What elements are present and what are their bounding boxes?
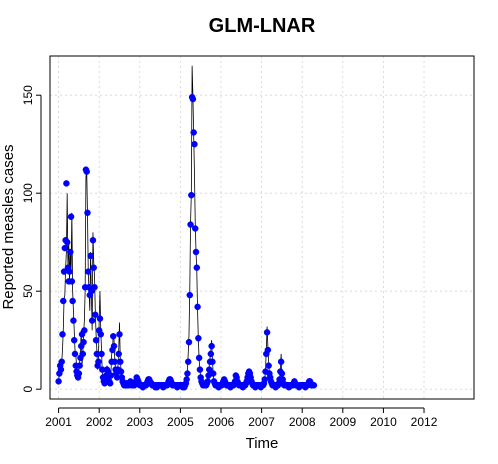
fitted-point	[68, 278, 76, 285]
fitted-point	[67, 248, 74, 256]
x-tick-label: 2002	[86, 415, 113, 429]
fitted-point	[261, 376, 268, 383]
fitted-point	[110, 342, 118, 350]
fitted-point	[111, 358, 119, 366]
y-tick-label: 0	[21, 386, 35, 393]
fitted-points	[55, 93, 318, 391]
fitted-point	[87, 252, 94, 260]
fitted-point	[81, 327, 88, 334]
x-tick-label: 2012	[411, 415, 438, 429]
fitted-point	[63, 180, 70, 187]
fitted-point	[117, 358, 124, 366]
fitted-point	[89, 236, 97, 244]
fitted-point	[92, 336, 100, 344]
fitted-point	[191, 140, 198, 148]
y-axis-label: Reported measles cases	[0, 144, 17, 309]
y-tick-label: 50	[21, 284, 35, 298]
x-tick-label: 2005	[167, 415, 194, 429]
fitted-point	[194, 303, 201, 311]
fitted-point	[196, 366, 204, 373]
fitted-point	[187, 221, 194, 228]
fitted-point	[91, 284, 98, 291]
fitted-point	[207, 350, 215, 358]
grid	[50, 56, 474, 399]
fitted-point	[58, 358, 65, 366]
fitted-point	[85, 268, 92, 275]
fitted-point	[117, 368, 125, 375]
fitted-point	[61, 244, 69, 252]
fitted-point	[71, 350, 79, 358]
fitted-point	[116, 331, 123, 338]
fitted-point	[83, 168, 90, 175]
fitted-point	[193, 264, 201, 271]
fitted-point	[84, 209, 91, 217]
fitted-point	[97, 331, 105, 338]
fitted-point	[80, 338, 87, 346]
y-tick-label: 150	[21, 85, 35, 105]
fitted-point	[265, 362, 272, 369]
y-tick-label: 100	[21, 183, 35, 203]
fitted-point	[88, 317, 96, 324]
fitted-point	[195, 334, 202, 342]
fitted-point	[115, 350, 122, 358]
plot-frame	[49, 55, 475, 400]
fitted-point	[209, 370, 217, 377]
x-tick-label: 2001	[45, 415, 72, 429]
fitted-point	[92, 311, 99, 318]
fitted-point	[67, 213, 75, 220]
fitted-point	[204, 378, 211, 385]
fitted-point	[277, 358, 285, 366]
fitted-point	[55, 378, 62, 385]
fitted-point	[186, 291, 194, 299]
fitted-point	[185, 338, 193, 346]
fitted-point	[188, 191, 195, 199]
fitted-point	[184, 358, 192, 366]
x-tick-label: 2008	[289, 415, 316, 429]
fitted-point	[190, 129, 197, 136]
fitted-point	[59, 331, 66, 338]
fitted-point	[184, 370, 191, 377]
fitted-point	[106, 380, 114, 387]
fitted-point	[263, 329, 271, 336]
x-tick-label: 2007	[248, 415, 275, 429]
x-axis: 2001 2002 2003 2005 2006 2007 2008 2009 2010 2012	[45, 407, 438, 429]
fitted-point	[206, 366, 213, 373]
fitted-point	[189, 95, 197, 103]
fitted-point	[75, 370, 83, 377]
fitted-point	[191, 225, 199, 232]
fitted-point	[70, 317, 77, 324]
fitted-point	[208, 342, 215, 350]
fitted-point	[90, 264, 97, 271]
fitted-point	[310, 382, 318, 389]
fitted-point	[192, 248, 200, 256]
fitted-point	[69, 297, 76, 305]
fitted-point	[278, 370, 286, 377]
fitted-point	[195, 354, 203, 362]
fitted-point	[96, 315, 104, 322]
x-tick-label: 2009	[329, 415, 356, 429]
y-axis: 0 50 100 150	[21, 85, 42, 393]
fitted-point	[60, 297, 67, 305]
fitted-point	[209, 358, 216, 366]
fitted-point	[98, 350, 105, 358]
fitted-point	[95, 358, 102, 366]
fitted-point	[57, 366, 65, 373]
fitted-point	[66, 268, 73, 275]
fitted-point	[79, 350, 87, 358]
x-tick-label: 2006	[208, 415, 235, 429]
x-tick-label: 2010	[370, 415, 397, 429]
fitted-point	[107, 372, 115, 379]
fitted-point	[70, 336, 78, 344]
chart-title: GLM-LNAR	[209, 15, 316, 37]
fitted-point	[110, 333, 117, 340]
x-tick-label: 2003	[126, 415, 153, 429]
x-axis-label: Time	[246, 435, 279, 452]
fitted-point	[76, 362, 83, 369]
fitted-point	[183, 376, 190, 383]
fitted-point	[63, 238, 71, 246]
fitted-point	[264, 346, 272, 354]
